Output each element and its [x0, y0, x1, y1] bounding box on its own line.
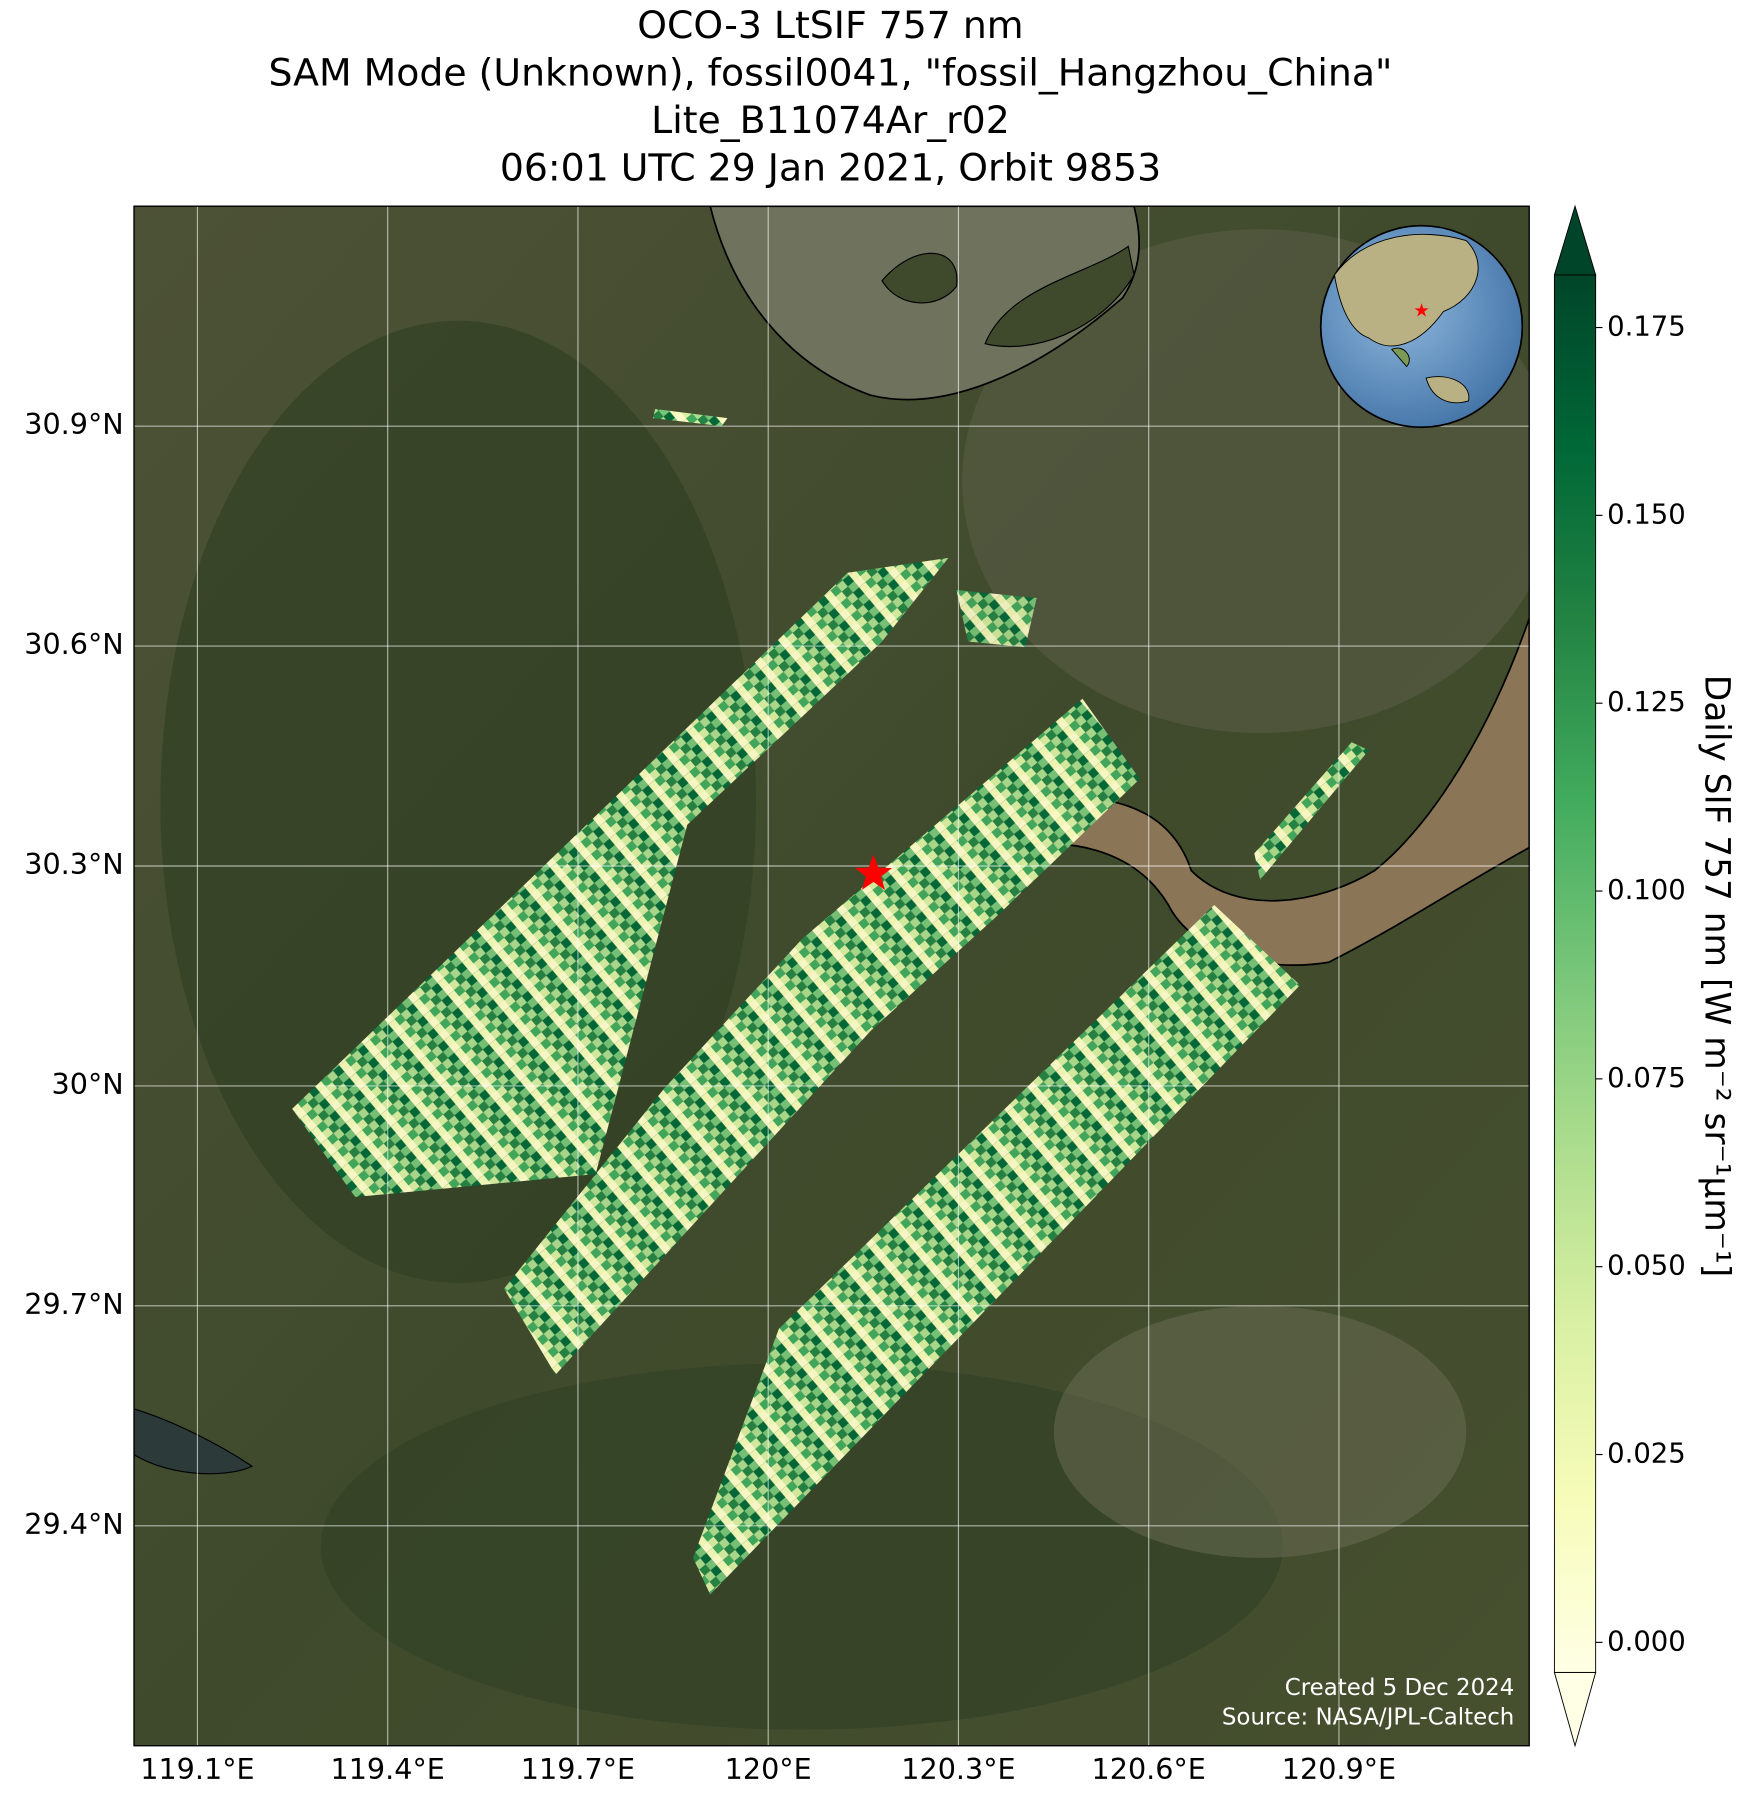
x-tick-label: 120°E: [725, 1752, 812, 1786]
continent: [1333, 233, 1479, 347]
title-line: SAM Mode (Unknown), fossil0041, "fossil_…: [268, 51, 1392, 95]
x-tick-label: 119.4°E: [331, 1752, 445, 1786]
x-tick-label: 120.3°E: [901, 1752, 1015, 1786]
island: [881, 252, 958, 304]
y-tick-label: 30.6°N: [24, 627, 123, 661]
x-tick-label: 120.9°E: [1282, 1752, 1396, 1786]
target-star: [854, 854, 892, 890]
colorbar-label: Daily SIF 757 nm [W m⁻² sr⁻¹μm⁻¹]: [1696, 675, 1736, 1277]
island: [984, 245, 1135, 348]
colorbar-tick-label: 0.100: [1607, 874, 1686, 906]
title-line: OCO-3 LtSIF 757 nm: [637, 3, 1023, 47]
colorbar-scale: [1554, 274, 1596, 1673]
continent: [1391, 347, 1410, 368]
globe-star: ★: [1413, 301, 1429, 322]
axes: 119.1°E 119.4°E 119.7°E 120°E 120.3°E 120.6°E…: [24, 407, 1396, 1786]
lake: [134, 1408, 254, 1475]
credit: Source: NASA/JPL-Caltech: [1222, 1705, 1514, 1731]
x-tick-label: 120.6°E: [1092, 1752, 1206, 1786]
colorbar-extend: [1553, 204, 1597, 276]
continent: [1425, 376, 1470, 404]
map-area: ★ Created 5 Dec 2024 Source: NASA/JPL-Cal…: [134, 206, 1530, 1746]
swath: [504, 698, 1140, 1375]
grid: [134, 206, 1530, 1746]
swath: [292, 557, 949, 1198]
x-tick-label: 119.1°E: [140, 1752, 254, 1786]
colorbar-tick-label: 0.125: [1607, 686, 1686, 718]
colorbar-tick-label: 0.000: [1607, 1625, 1686, 1657]
colorbar-tick-label: 0.075: [1607, 1062, 1686, 1094]
title-line: Lite_B11074Ar_r02: [651, 98, 1010, 142]
y-tick-label: 29.4°N: [24, 1507, 123, 1541]
urban: [1053, 1305, 1467, 1558]
credit: Created 5 Dec 2024: [1285, 1675, 1515, 1701]
swath: [652, 408, 728, 427]
colorbar-extend: [1553, 1671, 1597, 1748]
y-tick-label: 30.9°N: [24, 407, 123, 441]
colorbar: 0.000 0.025 0.050 0.075 0.100 0.125 0.150 0.175…: [1553, 204, 1736, 1748]
swath: [956, 589, 1037, 648]
y-tick-label: 30°N: [52, 1067, 124, 1101]
colorbar-tick-label: 0.025: [1607, 1438, 1686, 1470]
swath: [1254, 742, 1369, 880]
colorbar-tick-label: 0.175: [1607, 311, 1686, 343]
colorbar-tick-label: 0.150: [1607, 498, 1686, 530]
inset-globe: ★: [1319, 224, 1524, 429]
credits: Created 5 Dec 2024 Source: NASA/JPL-Calte…: [1222, 1675, 1514, 1731]
y-tick-label: 29.7°N: [24, 1287, 123, 1321]
terrain: [320, 1363, 1283, 1730]
y-tick-label: 30.3°N: [24, 847, 123, 881]
x-tick-label: 119.7°E: [521, 1752, 635, 1786]
colorbar-frame: [1553, 274, 1597, 1673]
markers: [854, 854, 892, 890]
map-frame: [133, 205, 1530, 1747]
colorbar-tick-label: 0.050: [1607, 1250, 1686, 1282]
title-line: 06:01 UTC 29 Jan 2021, Orbit 9853: [500, 146, 1161, 190]
